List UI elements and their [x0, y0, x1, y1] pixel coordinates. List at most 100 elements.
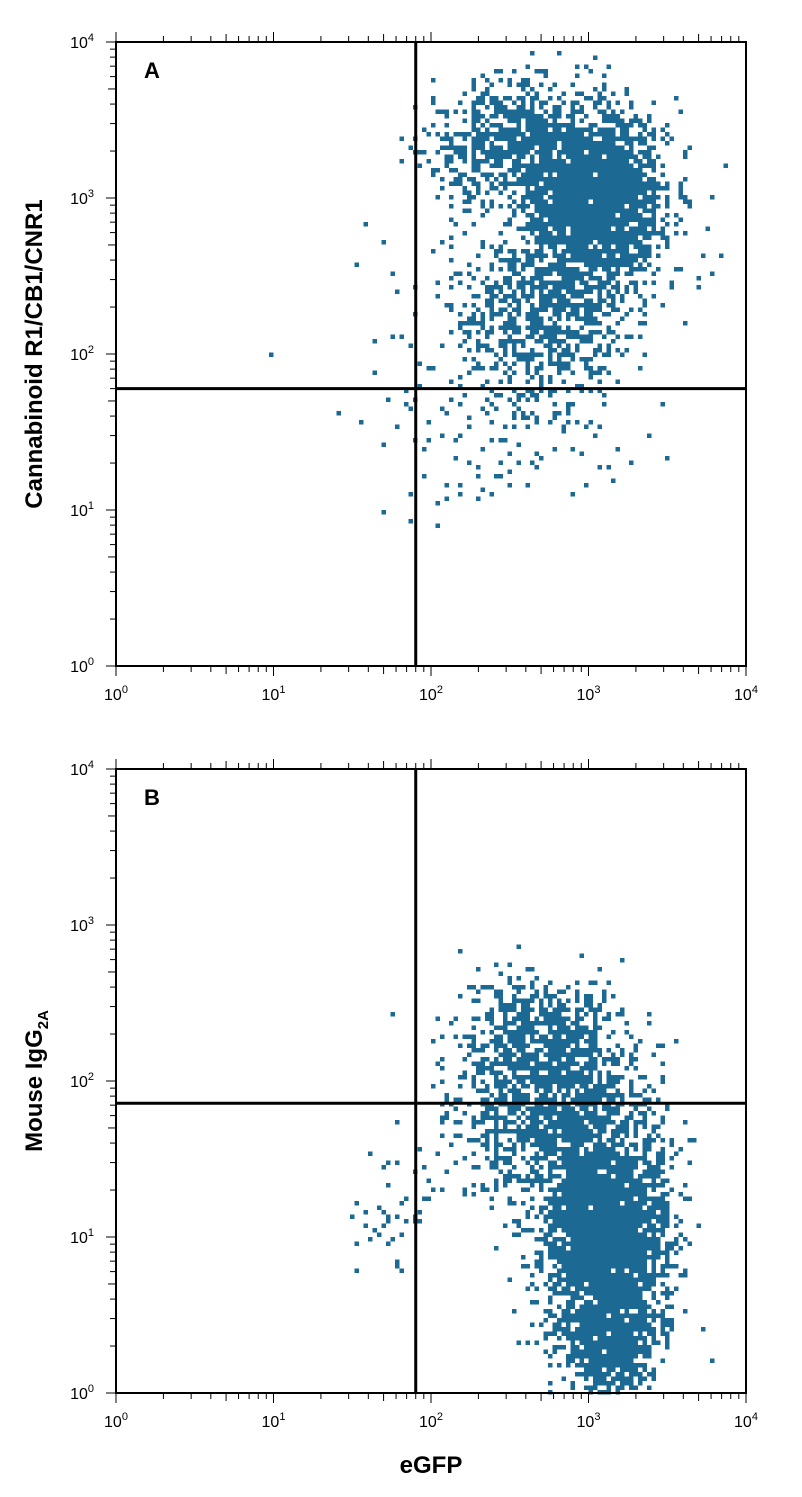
- event-dot: [561, 249, 566, 254]
- event-dot: [624, 181, 629, 186]
- event-dot: [521, 1156, 526, 1161]
- event-dot: [593, 145, 598, 150]
- event-dot: [638, 1372, 643, 1377]
- event-dot: [539, 289, 544, 294]
- event-dot: [575, 1142, 580, 1147]
- event-dot: [593, 1295, 598, 1300]
- event-dot: [642, 195, 647, 200]
- event-dot: [498, 1039, 503, 1044]
- event-dot: [539, 132, 544, 137]
- event-dot: [467, 985, 472, 990]
- event-dot: [530, 985, 535, 990]
- event-dot: [534, 339, 539, 344]
- event-dot: [570, 1219, 575, 1224]
- event-dot: [575, 1223, 580, 1228]
- event-dot: [606, 1282, 611, 1287]
- event-dot: [615, 244, 620, 249]
- event-dot: [651, 231, 656, 236]
- event-dot: [476, 1138, 481, 1143]
- event-dot: [534, 96, 539, 101]
- event-dot: [606, 168, 611, 173]
- event-dot: [516, 998, 521, 1003]
- event-dot: [543, 127, 548, 132]
- event-dot: [525, 379, 530, 384]
- event-dot: [606, 105, 611, 110]
- event-dot: [539, 375, 544, 380]
- event-dot: [647, 217, 652, 222]
- event-dot: [485, 343, 490, 348]
- event-dot: [557, 136, 562, 141]
- event-dot: [620, 1187, 625, 1192]
- event-dot: [557, 127, 562, 132]
- event-dot: [674, 222, 679, 227]
- event-dot: [638, 1304, 643, 1309]
- event-dot: [633, 1120, 638, 1125]
- event-dot: [521, 163, 526, 168]
- event-dot: [467, 190, 472, 195]
- event-dot: [548, 1061, 553, 1066]
- event-dot: [606, 100, 611, 105]
- event-dot: [449, 217, 454, 222]
- event-dot: [642, 280, 647, 285]
- event-dot: [606, 1322, 611, 1327]
- event-dot: [624, 1250, 629, 1255]
- event-dot: [579, 91, 584, 96]
- event-dot: [588, 1322, 593, 1327]
- event-dot: [507, 366, 512, 371]
- event-dot: [633, 1223, 638, 1228]
- event-dot: [534, 240, 539, 245]
- event-dot: [534, 1075, 539, 1080]
- event-dot: [525, 141, 530, 146]
- event-dot: [624, 1336, 629, 1341]
- event-dot: [624, 1178, 629, 1183]
- event-dot: [579, 195, 584, 200]
- event-dot: [494, 352, 499, 357]
- event-dot: [642, 222, 647, 227]
- event-dot: [557, 271, 562, 276]
- event-dot: [651, 1309, 656, 1314]
- event-dot: [440, 1057, 445, 1062]
- event-dot: [575, 980, 580, 985]
- event-dot: [606, 258, 611, 263]
- event-dot: [588, 1345, 593, 1350]
- event-dot: [629, 267, 634, 272]
- event-dot: [530, 307, 535, 312]
- event-dot: [512, 127, 517, 132]
- event-dot: [395, 1214, 400, 1219]
- event-dot: [507, 249, 512, 254]
- event-dot: [615, 1129, 620, 1134]
- event-dot: [651, 145, 656, 150]
- event-dot: [588, 1039, 593, 1044]
- event-dot: [539, 186, 544, 191]
- event-dot: [548, 1025, 553, 1030]
- event-dot: [417, 1210, 422, 1215]
- event-dot: [476, 366, 481, 371]
- event-dot: [534, 1061, 539, 1066]
- event-dot: [575, 1120, 580, 1125]
- event-dot: [570, 1358, 575, 1363]
- event-dot: [503, 352, 508, 357]
- event-dot: [530, 352, 535, 357]
- event-dot: [476, 159, 481, 164]
- axis-ticks: [106, 32, 747, 676]
- event-dot: [516, 1093, 521, 1098]
- event-dot: [584, 1210, 589, 1215]
- event-dot: [615, 1250, 620, 1255]
- event-dot: [570, 1048, 575, 1053]
- event-dot: [606, 1223, 611, 1228]
- event-dot: [624, 208, 629, 213]
- event-dot: [557, 132, 562, 137]
- event-dot: [548, 280, 553, 285]
- event-dot: [651, 1250, 656, 1255]
- event-dot: [593, 87, 598, 92]
- event-dot: [593, 1268, 598, 1273]
- event-dot: [633, 190, 638, 195]
- event-dot: [512, 321, 517, 326]
- event-dot: [534, 465, 539, 470]
- event-dot: [543, 141, 548, 146]
- event-dot: [660, 1160, 665, 1165]
- event-dot: [683, 321, 688, 326]
- event-dot: [557, 1327, 562, 1332]
- event-dot: [575, 1147, 580, 1152]
- event-dot: [584, 190, 589, 195]
